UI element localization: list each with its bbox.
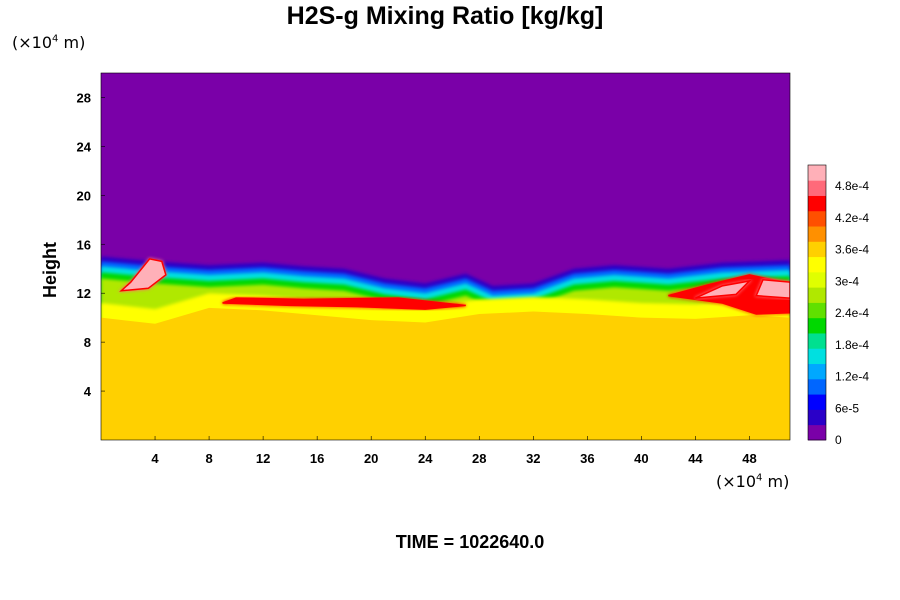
colorbar-segment xyxy=(808,363,826,380)
high-value-region xyxy=(755,278,790,299)
x-tick-label: 16 xyxy=(310,451,324,466)
colorbar-tick-label: 2.4e-4 xyxy=(835,306,869,320)
colorbar-tick-label: 3.6e-4 xyxy=(835,243,869,257)
colorbar-segment xyxy=(808,195,826,212)
colorbar-segment xyxy=(808,210,826,227)
x-tick-label: 48 xyxy=(742,451,756,466)
high-value-region xyxy=(119,258,167,292)
colorbar-frame xyxy=(807,164,827,441)
colorbar-tick-label: 1.8e-4 xyxy=(835,338,869,352)
x-axis-unit: (×104 m) xyxy=(716,472,790,491)
colorbar-tick-label: 4.8e-4 xyxy=(835,179,869,193)
plot-frame xyxy=(100,72,791,441)
high-value-region xyxy=(695,279,752,299)
x-tick-label: 4 xyxy=(151,451,159,466)
y-axis: 4 8 12 16 20 24 28 xyxy=(77,90,105,399)
colorbar-segment xyxy=(808,165,826,181)
colorbar-tick-label: 3e-4 xyxy=(835,274,859,288)
colorbar-tick-label: 0 xyxy=(835,433,842,447)
colorbar: 0 6e-5 1.2e-4 1.8e-4 2.4e-4 3e-4 3.6e-4 4.2e-4 4… xyxy=(807,164,869,447)
colorbar-segment xyxy=(808,302,826,319)
high-value-region xyxy=(222,297,466,310)
y-axis-unit: (×104 m) xyxy=(12,33,86,52)
x-tick-label: 8 xyxy=(205,451,212,466)
y-tick-label: 12 xyxy=(77,286,91,301)
x-tick-label: 20 xyxy=(364,451,378,466)
colorbar-segment xyxy=(808,180,826,196)
background-region xyxy=(101,307,790,440)
colorbar-segment xyxy=(808,287,826,303)
x-tick-label: 28 xyxy=(472,451,486,466)
x-axis: 4 8 12 16 20 24 28 32 36 40 44 48 xyxy=(151,436,757,466)
y-tick-label: 4 xyxy=(84,384,92,399)
y-tick-label: 28 xyxy=(77,90,91,105)
colorbar-segment xyxy=(808,317,826,334)
y-tick-label: 16 xyxy=(77,237,91,252)
colorbar-segment xyxy=(808,256,826,273)
colorbar-segment xyxy=(808,241,826,258)
x-tick-label: 44 xyxy=(688,451,703,466)
x-tick-label: 40 xyxy=(634,451,648,466)
colorbar-tick-label: 6e-5 xyxy=(835,401,859,415)
plot-area xyxy=(101,73,790,440)
colorbar-segment xyxy=(808,424,826,441)
colorbar-segment xyxy=(808,271,826,288)
colorbar-tick-label: 1.2e-4 xyxy=(835,370,869,384)
x-tick-label: 36 xyxy=(580,451,594,466)
x-tick-label: 24 xyxy=(418,451,433,466)
colorbar-segment xyxy=(808,378,826,395)
y-tick-label: 24 xyxy=(77,139,92,154)
y-tick-label: 8 xyxy=(84,335,91,350)
colorbar-segment xyxy=(808,409,826,426)
colorbar-segment xyxy=(808,333,826,349)
chart-title: H2S-g Mixing Ratio [kg/kg] xyxy=(286,2,604,30)
time-label: TIME = 1022640.0 xyxy=(395,532,545,552)
colorbar-segment xyxy=(808,226,826,242)
colorbar-tick-label: 4.2e-4 xyxy=(835,211,869,225)
colorbar-segment xyxy=(808,394,826,410)
x-tick-label: 32 xyxy=(526,451,540,466)
y-tick-label: 20 xyxy=(77,188,91,203)
x-tick-label: 12 xyxy=(256,451,270,466)
colorbar-segment xyxy=(808,348,826,365)
